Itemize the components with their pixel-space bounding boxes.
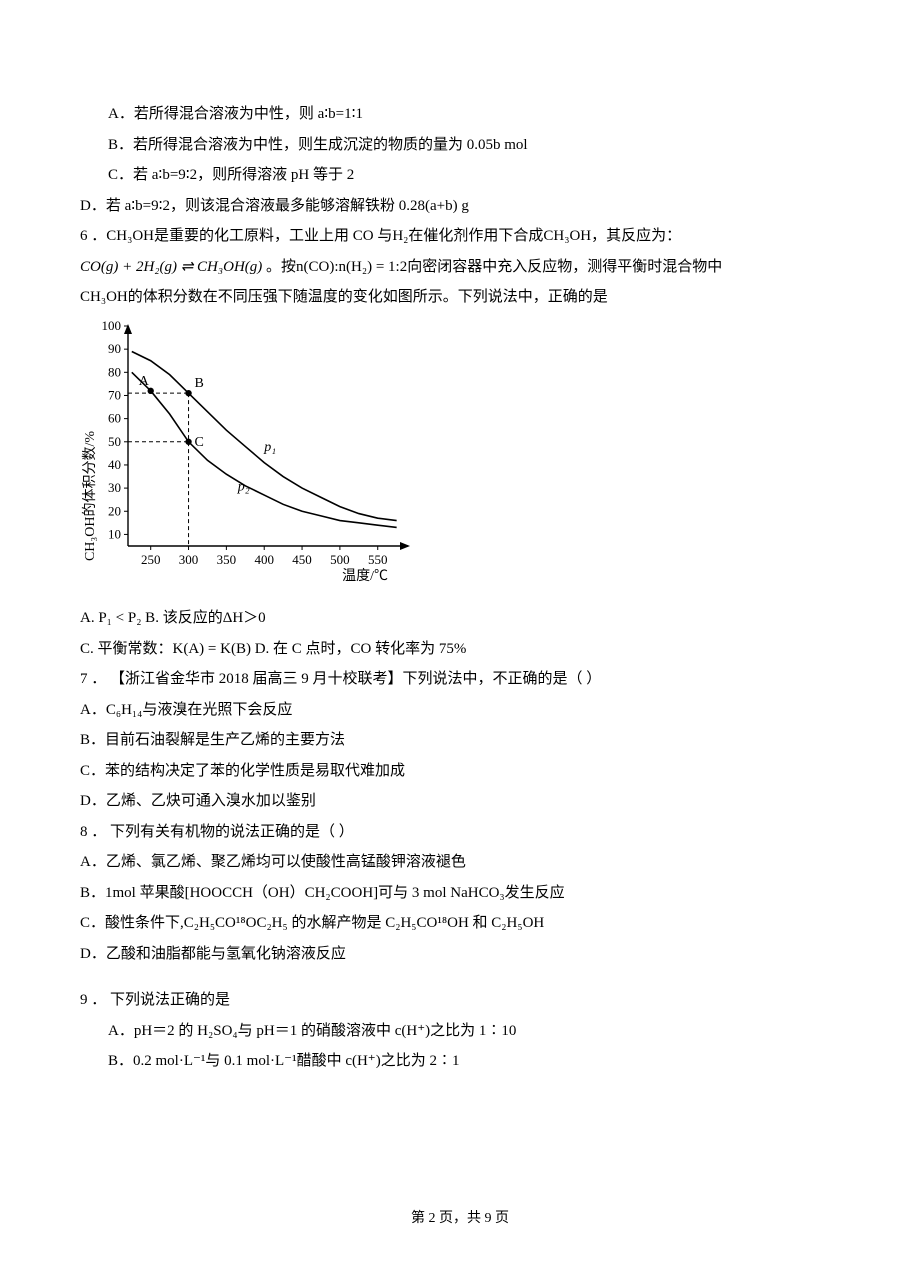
svg-text:450: 450 <box>292 552 312 567</box>
q6-optCD: C. 平衡常数：K(A) = K(B) D. 在 C 点时，CO 转化率为 75… <box>80 635 840 664</box>
svg-text:30: 30 <box>108 480 121 495</box>
q6-stem-1: 6 ．CH₃OH是重要的化工原料，工业上用 CO 与H₂在催化剂作用下合成CH₃… <box>80 222 840 251</box>
chart-container: 10 20 30 40 50 60 70 80 90 100 250 300 350 400 450 500 5… <box>80 318 840 599</box>
svg-text:50: 50 <box>108 433 121 448</box>
svg-text:10: 10 <box>108 526 121 541</box>
q6-stem-2: 。按n(CO):n(H₂) = 1:2向密闭容器中充入反应物，测得平衡时混合物中 <box>262 259 722 275</box>
svg-text:550: 550 <box>368 552 388 567</box>
page-footer: 第 2 页，共 9 页 <box>0 1206 920 1233</box>
q8-optC: C．酸性条件下,C₂H₅CO¹⁸OC₂H₅ 的水解产物是 C₂H₅CO¹⁸OH … <box>80 909 840 938</box>
q7-optC: C．苯的结构决定了苯的化学性质是易取代难加成 <box>80 757 840 786</box>
q8-stem: 8 ． 下列有关有机物的说法正确的是（ ） <box>80 818 840 847</box>
q8-optA: A．乙烯、氯乙烯、聚乙烯均可以使酸性高锰酸钾溶液褪色 <box>80 848 840 877</box>
q5-optA: A．若所得混合溶液为中性，则 a∶b=1∶1 <box>80 100 840 129</box>
svg-text:40: 40 <box>108 456 121 471</box>
q6-optAB: A. P₁ < P₂ B. 该反应的ΔH＞0 <box>80 604 840 633</box>
q8-optD: D．乙酸和油脂都能与氢氧化钠溶液反应 <box>80 940 840 969</box>
svg-text:p₁: p₁ <box>263 440 276 455</box>
q6-stem-3: CH₃OH的体积分数在不同压强下随温度的变化如图所示。下列说法中，正确的是 <box>80 283 840 312</box>
svg-text:350: 350 <box>217 552 237 567</box>
q9-stem: 9 ． 下列说法正确的是 <box>80 986 840 1015</box>
q5-optD: D．若 a∶b=9∶2，则该混合溶液最多能够溶解铁粉 0.28(a+b) g <box>80 192 840 221</box>
svg-text:温度/℃: 温度/℃ <box>342 568 388 584</box>
svg-text:400: 400 <box>254 552 274 567</box>
q7-optD: D．乙烯、乙炔可通入溴水加以鉴别 <box>80 787 840 816</box>
svg-text:CH₃OH的体积分数/%: CH₃OH的体积分数/% <box>82 430 98 560</box>
svg-text:B: B <box>195 376 204 391</box>
q5-optC: C．若 a∶b=9∶2，则所得溶液 pH 等于 2 <box>80 161 840 190</box>
q5-optB: B．若所得混合溶液为中性，则生成沉淀的物质的量为 0.05b mol <box>80 131 840 160</box>
q6-equation-line: CO(g) + 2H₂(g) ⇌ CH₃OH(g) 。按n(CO):n(H₂) … <box>80 253 840 282</box>
svg-text:20: 20 <box>108 503 121 518</box>
svg-text:300: 300 <box>179 552 199 567</box>
q6-eq: CO(g) + 2H₂(g) ⇌ CH₃OH(g) <box>80 259 262 275</box>
q7-optB: B．目前石油裂解是生产乙烯的主要方法 <box>80 726 840 755</box>
svg-text:250: 250 <box>141 552 161 567</box>
svg-text:500: 500 <box>330 552 350 567</box>
q7-stem: 7 ． 【浙江省金华市 2018 届高三 9 月十校联考】下列说法中，不正确的是… <box>80 665 840 694</box>
svg-text:C: C <box>195 434 204 449</box>
equilibrium-chart: 10 20 30 40 50 60 70 80 90 100 250 300 350 400 450 500 5… <box>80 318 420 588</box>
svg-text:p₂: p₂ <box>237 479 250 494</box>
svg-text:A: A <box>139 373 150 388</box>
q8-optB: B．1mol 苹果酸[HOOCCH（OH）CH₂COOH]可与 3 mol Na… <box>80 879 840 908</box>
svg-text:100: 100 <box>102 318 122 333</box>
q9-optB: B．0.2 mol·L⁻¹与 0.1 mol·L⁻¹醋酸中 c(H⁺)之比为 2… <box>80 1047 840 1076</box>
svg-text:60: 60 <box>108 410 121 425</box>
q9-optA: A．pH＝2 的 H₂SO₄与 pH＝1 的硝酸溶液中 c(H⁺)之比为 1∶1… <box>80 1017 840 1046</box>
svg-text:80: 80 <box>108 364 121 379</box>
svg-text:90: 90 <box>108 341 121 356</box>
q7-optA: A．C₆H₁₄与液溴在光照下会反应 <box>80 696 840 725</box>
svg-text:70: 70 <box>108 387 121 402</box>
